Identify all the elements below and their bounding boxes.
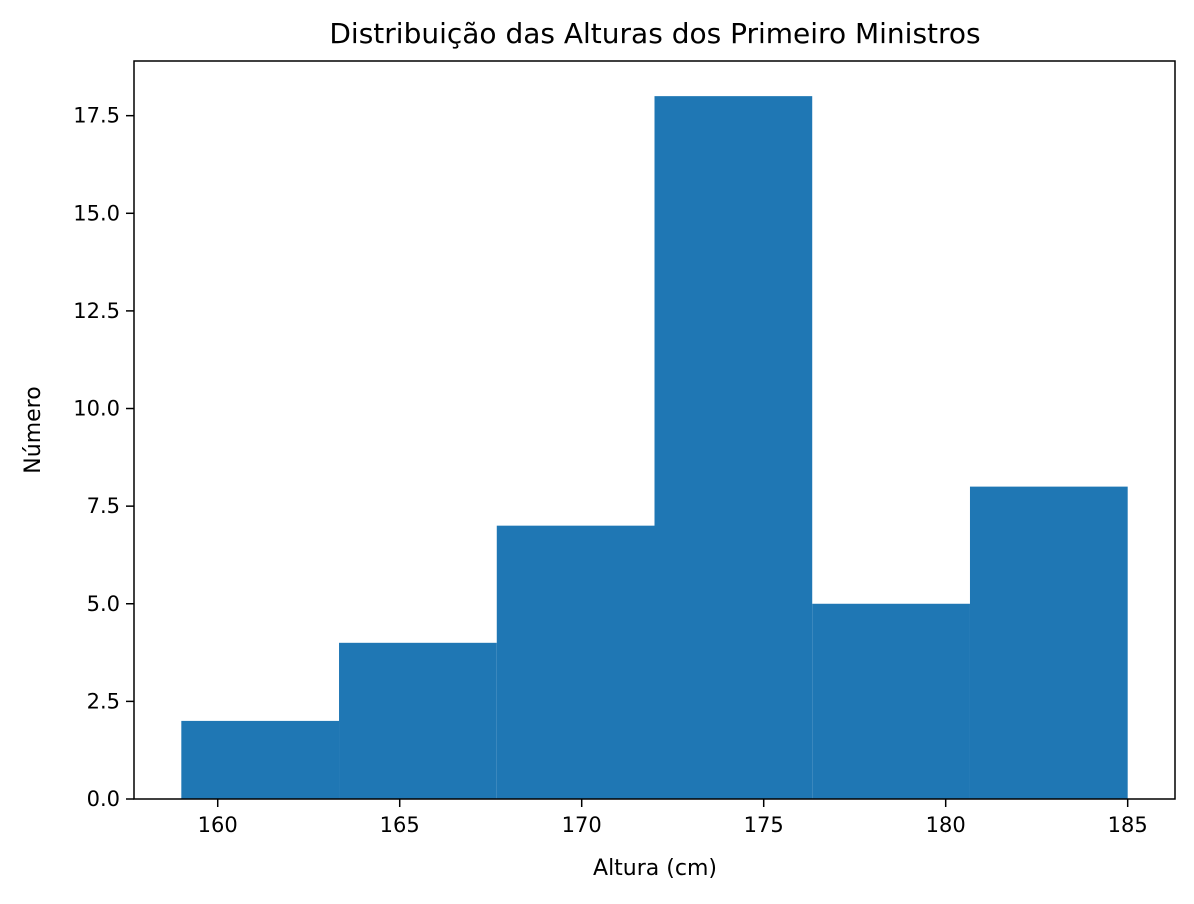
x-tick-label: 165 bbox=[380, 813, 420, 837]
y-tick-label: 2.5 bbox=[87, 689, 120, 713]
x-tick-label: 170 bbox=[562, 813, 602, 837]
x-tick-label: 160 bbox=[198, 813, 238, 837]
x-axis-label: Altura (cm) bbox=[593, 856, 717, 881]
bars-layer bbox=[181, 96, 1128, 799]
histogram-bar-4 bbox=[654, 96, 813, 799]
y-tick-label: 15.0 bbox=[73, 201, 120, 225]
y-tick-label: 12.5 bbox=[73, 299, 120, 323]
x-tick-label: 185 bbox=[1108, 813, 1148, 837]
y-tick-label: 17.5 bbox=[73, 104, 120, 128]
y-axis-label: Número bbox=[21, 386, 46, 473]
x-tick-label: 180 bbox=[926, 813, 966, 837]
histogram-bar-1 bbox=[181, 720, 340, 799]
histogram-bar-5 bbox=[812, 603, 970, 799]
plot-frame bbox=[133, 60, 1176, 800]
y-tick-label: 5.0 bbox=[87, 592, 120, 616]
y-tick-label: 0.0 bbox=[87, 787, 120, 811]
histogram-bar-6 bbox=[969, 486, 1128, 799]
histogram-bar-3 bbox=[496, 525, 655, 799]
histogram-bar-2 bbox=[339, 642, 497, 799]
y-tick-label: 10.0 bbox=[73, 397, 120, 421]
chart-title: Distribuição das Alturas dos Primeiro Mi… bbox=[329, 17, 980, 50]
y-axis-ticks: 0.0 2.5 5.0 7.5 10.0 12.5 15.0 17.5 bbox=[73, 104, 134, 811]
y-tick-label: 7.5 bbox=[87, 494, 120, 518]
x-axis-ticks: 160 165 170 175 180 185 bbox=[198, 799, 1148, 837]
x-tick-label: 175 bbox=[744, 813, 784, 837]
